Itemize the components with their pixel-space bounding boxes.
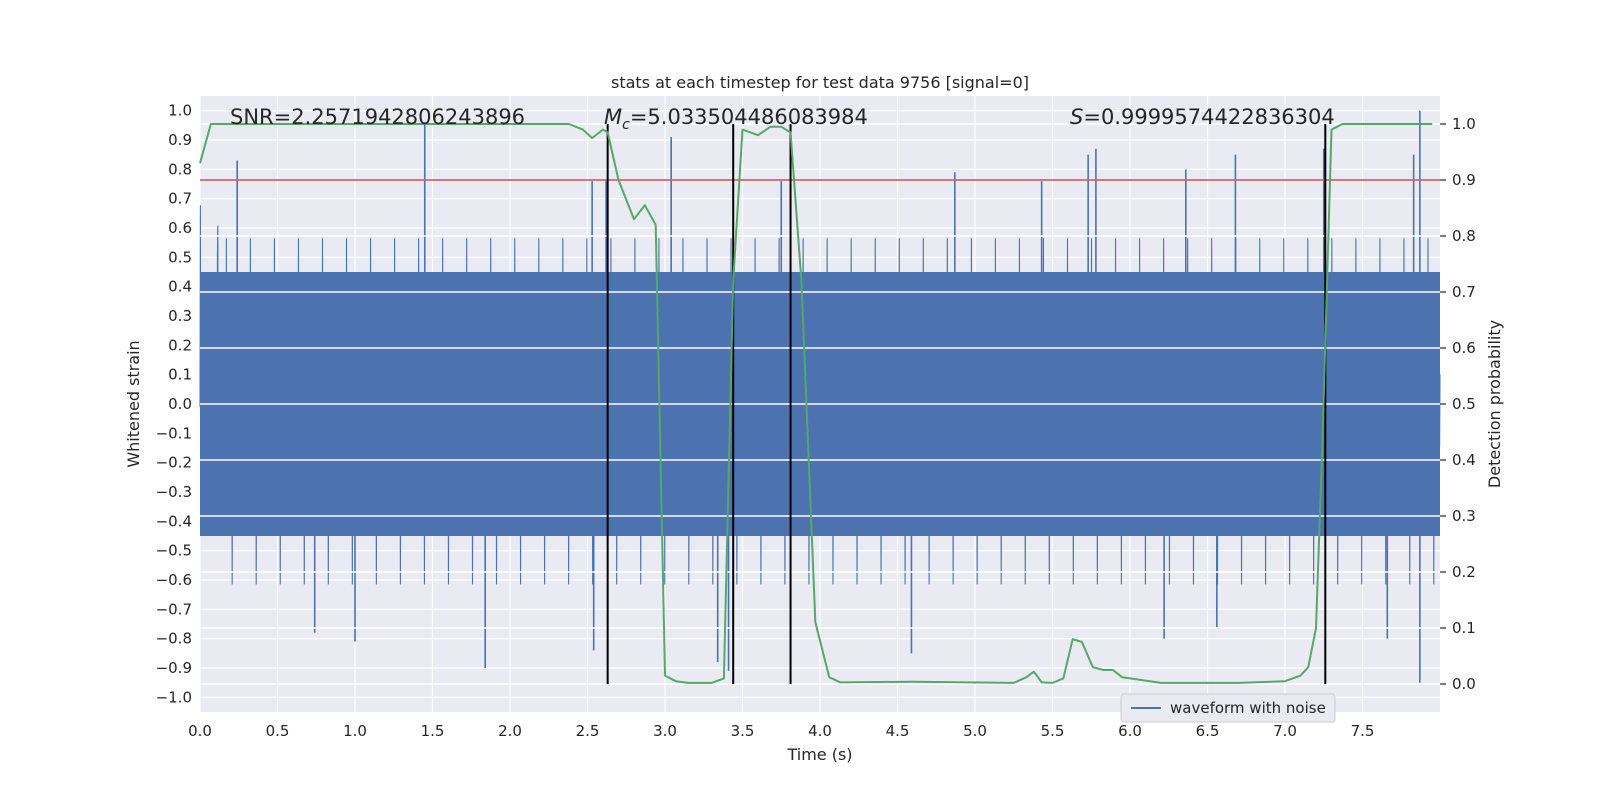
x-tick-label: 4.5 [886, 722, 910, 740]
y-tick-label: 0.0 [168, 395, 192, 413]
x-tick-label: 2.0 [498, 722, 522, 740]
y-tick-label: −0.8 [156, 630, 192, 648]
x-tick-label: 6.0 [1118, 722, 1142, 740]
y2-tick-label: 0.9 [1452, 171, 1476, 189]
y2-axis-ticks: 1.0 0.9 0.8 0.7 0.6 0.5 0.4 0.3 0.2 0.1 0.0 [1440, 115, 1476, 693]
vertical-lines [606, 124, 1327, 684]
y2-tick-label: 0.3 [1452, 507, 1476, 525]
x-axis-ticks: 0.0 0.5 1.0 1.5 2.0 2.5 3.0 3.5 4.0 4.5 5.0 5.5 6.0 6… [188, 722, 1374, 740]
y-tick-label: −0.3 [156, 483, 192, 501]
y-tick-label: −0.6 [156, 571, 192, 589]
x-tick-label: 0.5 [266, 722, 290, 740]
y-tick-label: 0.8 [168, 160, 192, 178]
y2-tick-label: 0.1 [1452, 619, 1476, 637]
x-tick-label: 5.0 [963, 722, 987, 740]
x-tick-label: 6.5 [1196, 722, 1220, 740]
detection-line [199, 123, 1433, 684]
y2-tick-label: 0.4 [1452, 451, 1476, 469]
mc-symbol: M [604, 105, 622, 129]
legend-entry-waveform: waveform with noise [1170, 699, 1326, 717]
y2-tick-label: 0.5 [1452, 395, 1476, 413]
y2-tick-label: 0.2 [1452, 563, 1476, 581]
x-tick-label: 5.5 [1041, 722, 1065, 740]
x-tick-label: 3.0 [653, 722, 677, 740]
waveform-line [199, 205, 1441, 585]
x-tick-label: 0.0 [188, 722, 212, 740]
s-annotation: S=0.9999574422836304 [1070, 105, 1335, 129]
y2-tick-label: 0.6 [1452, 339, 1476, 357]
x-tick-label: 4.0 [808, 722, 832, 740]
x-tick-label: 7.5 [1351, 722, 1375, 740]
detection-series [199, 123, 1433, 684]
x-tick-label: 1.0 [343, 722, 367, 740]
s-value: =0.9999574422836304 [1083, 105, 1334, 129]
y-tick-label: −0.1 [156, 424, 192, 442]
y-tick-label: 1.0 [168, 102, 192, 120]
y2-tick-label: 0.8 [1452, 227, 1476, 245]
y-tick-label: 0.5 [168, 248, 192, 266]
y-tick-label: 0.6 [168, 219, 192, 237]
y-axis-label: Whitened strain [124, 340, 143, 467]
y-tick-label: −0.5 [156, 542, 192, 560]
y2-axis-label: Detection probability [1485, 320, 1504, 488]
y-tick-label: −1.0 [156, 688, 192, 706]
y-tick-label: 0.4 [168, 278, 192, 296]
y-tick-label: −0.9 [156, 659, 192, 677]
y-tick-label: −0.4 [156, 512, 192, 530]
y-tick-label: 0.3 [168, 307, 192, 325]
x-tick-label: 7.0 [1273, 722, 1297, 740]
y-tick-label: 0.2 [168, 336, 192, 354]
legend: waveform with noise [1120, 693, 1336, 723]
y-tick-label: 0.9 [168, 131, 192, 149]
snr-annotation: SNR=2.2571942806243896 [230, 105, 525, 129]
y-tick-label: −0.2 [156, 454, 192, 472]
s-symbol: S [1070, 105, 1083, 129]
y-tick-label: −0.7 [156, 600, 192, 618]
y2-tick-label: 0.0 [1452, 675, 1476, 693]
mc-value: =5.033504486083984 [630, 105, 868, 129]
y-tick-label: 0.1 [168, 366, 192, 384]
x-tick-label: 1.5 [421, 722, 445, 740]
mc-subscript: c [622, 117, 630, 133]
y2-tick-label: 0.7 [1452, 283, 1476, 301]
chirp-mass-annotation: Mc=5.033504486083984 [604, 105, 868, 133]
y2-tick-label: 1.0 [1452, 115, 1476, 133]
legend-box [1120, 693, 1336, 723]
chart-title: stats at each timestep for test data 975… [611, 73, 1029, 92]
y-axis-ticks: 1.0 0.9 0.8 0.7 0.6 0.5 0.4 0.3 0.2 0.1 0.0 −0.1 −0.… [156, 102, 192, 707]
x-tick-label: 3.5 [731, 722, 755, 740]
x-axis-label: Time (s) [786, 745, 852, 764]
x-tick-label: 2.5 [576, 722, 600, 740]
y-tick-label: 0.7 [168, 190, 192, 208]
